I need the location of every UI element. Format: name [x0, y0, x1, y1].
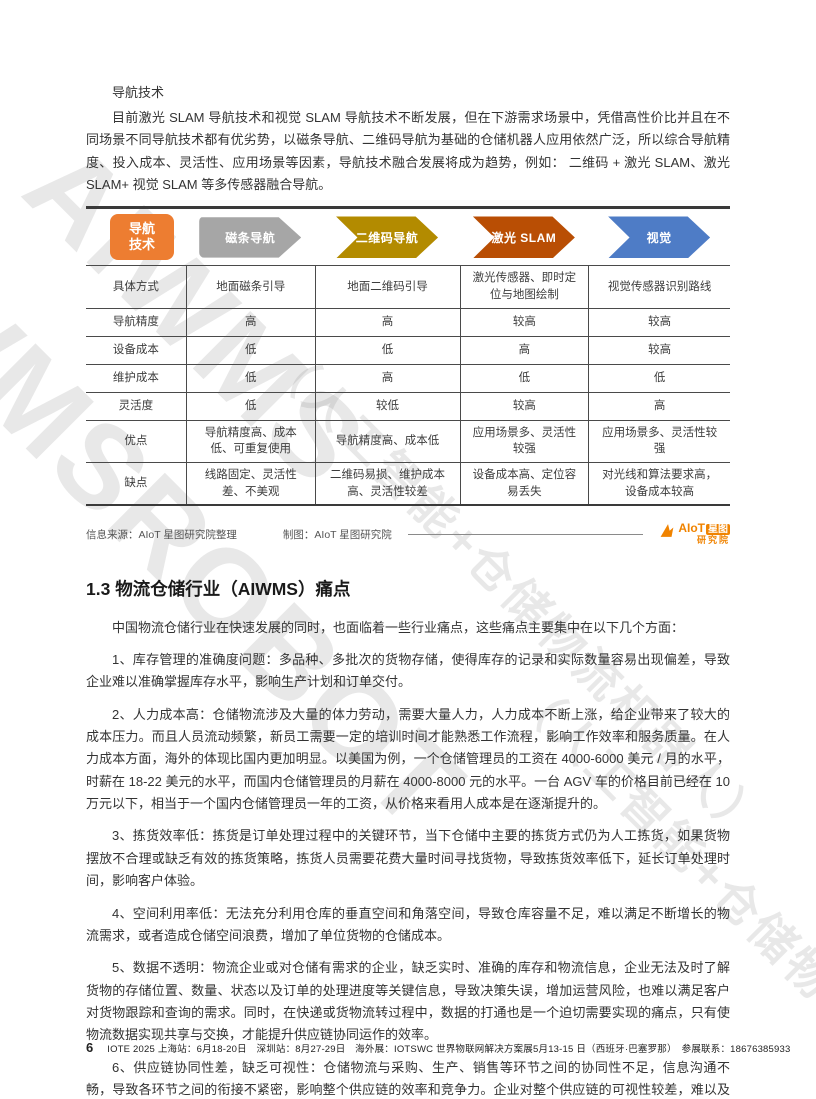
table-row: 缺点 线路固定、灵活性差、不美观 二维码易损、维护成本高、灵活性较差 设备成本高… — [86, 462, 730, 505]
source-row: 信息来源：AIoT 星图研究院整理 制图：AIoT 星图研究院 AIoT 星图 … — [86, 522, 730, 545]
row-label: 设备成本 — [112, 343, 159, 356]
table-cell: 导航精度高、成本低 — [314, 420, 460, 463]
table-row: 灵活度 低 较低 较高 高 — [86, 391, 730, 420]
section-heading-1-3: 1.3 物流仓储行业（AIWMS）痛点 — [86, 578, 351, 599]
table-body: 具体方式 地面磁条引导 地面二维码引导 激光传感器、即时定位与地图绘制 视觉传感… — [86, 265, 730, 505]
column-label: 视觉 — [646, 230, 672, 245]
table-row: 设备成本 低 低 高 较高 — [86, 335, 730, 364]
aiot-research-logo: AIoT 星图 研究院 — [659, 522, 730, 545]
table-cell: 导航精度高、成本低、可重复使用 — [185, 420, 315, 463]
table-cell: 线路固定、灵活性差、不美观 — [185, 463, 315, 505]
nav-tech-label: 导航技术 — [112, 85, 165, 100]
row-label: 灵活度 — [118, 399, 154, 412]
row-label: 优点 — [124, 435, 148, 448]
table-cell: 较低 — [314, 392, 460, 420]
column-label: 磁条导航 — [225, 230, 276, 245]
table-row: 具体方式 地面磁条引导 地面二维码引导 激光传感器、即时定位与地图绘制 视觉传感… — [86, 266, 730, 308]
corner-label-line1: 导航 — [128, 220, 155, 236]
table-cell: 二维码易损、维护成本高、灵活性较差 — [314, 463, 460, 505]
table-cell: 低 — [185, 336, 315, 364]
row-label: 具体方式 — [112, 280, 159, 293]
table-cell: 高 — [588, 392, 730, 420]
logo-mountain-icon — [660, 524, 674, 538]
table-cell: 低 — [185, 392, 315, 420]
paragraph-pain-point-1: 1、库存管理的准确度问题：多品种、多批次的货物存储，使得库存的记录和实际数量容易… — [86, 651, 730, 690]
column-arrow-laser-slam: 激光 SLAM — [472, 216, 575, 259]
paragraph-pain-point-6: 6、供应链协同性差，缺乏可视性：仓储物流与采购、生产、销售等环节之间的协同性不足… — [86, 1059, 730, 1098]
table-row: 导航精度 高 高 较高 较高 — [86, 307, 730, 336]
table-cell: 低 — [185, 364, 315, 392]
footer-event-info: IOTE 2025 上海站：6月18-20日 深圳站：8月27-29日 海外展：… — [107, 1044, 791, 1055]
paragraph-pain-point-3: 3、拣货效率低：拣货是订单处理过程中的关键环节，当下仓储中主要的拣货方式仍为人工… — [86, 828, 730, 889]
paragraph-overview: 中国物流仓储行业在快速发展的同时，也面临着一些行业痛点，这些痛点主要集中在以下几… — [112, 619, 685, 635]
table-cell: 设备成本高、定位容易丢失 — [459, 463, 589, 505]
logo-brand-prefix: AIoT — [678, 521, 705, 536]
column-arrow-qrcode: 二维码导航 — [336, 216, 439, 259]
table-cell: 高 — [314, 364, 460, 392]
page-footer: 6 IOTE 2025 上海站：6月18-20日 深圳站：8月27-29日 海外… — [86, 1040, 790, 1055]
corner-label-chip: 导航 技术 — [110, 214, 174, 261]
table-cell: 低 — [588, 364, 730, 392]
column-arrow-magnetic: 磁条导航 — [199, 217, 302, 258]
table-cell: 应用场景多、灵活性较强 — [459, 420, 589, 463]
table-cell: 低 — [314, 336, 460, 364]
table-row: 维护成本 低 高 低 低 — [86, 363, 730, 392]
page-number: 6 — [86, 1040, 94, 1055]
table-cell: 较高 — [588, 336, 730, 364]
corner-label-line2: 技术 — [128, 237, 155, 253]
table-cell: 激光传感器、即时定位与地图绘制 — [459, 266, 589, 308]
table-cell: 视觉传感器识别路线 — [588, 266, 730, 308]
column-label: 二维码导航 — [355, 230, 419, 245]
source-text-left: 信息来源：AIoT 星图研究院整理 — [86, 528, 237, 541]
logo-brand-suffix: 星图 — [706, 523, 730, 535]
table-cell: 应用场景多、灵活性较强 — [588, 420, 730, 463]
table-row: 优点 导航精度高、成本低、可重复使用 导航精度高、成本低 应用场景多、灵活性较强… — [86, 419, 730, 463]
column-label: 激光 SLAM — [491, 230, 557, 245]
logo-subtitle: 研究院 — [696, 534, 730, 545]
table-header-row: 导航 技术 磁条导航 二维码导航 激光 SLAM 视觉 — [86, 209, 730, 265]
row-label: 缺点 — [124, 477, 148, 490]
paragraph-pain-point-2: 2、人力成本高：仓储物流涉及大量的体力劳动，需要大量人力，人力成本不断上涨，给企… — [86, 706, 730, 812]
column-arrow-vision: 视觉 — [608, 216, 711, 259]
paragraph-pain-point-5: 5、数据不透明：物流企业或对仓储有需求的企业，缺乏实时、准确的库存和物流信息，企… — [86, 960, 730, 1043]
table-cell: 较高 — [459, 392, 589, 420]
table-cell: 低 — [459, 364, 589, 392]
table-cell: 地面磁条引导 — [185, 266, 315, 308]
table-cell: 对光线和算法要求高，设备成本较高 — [588, 463, 730, 505]
navigation-comparison-table: 导航 技术 磁条导航 二维码导航 激光 SLAM 视觉 具体方式 地面磁条引导 — [86, 206, 730, 507]
paragraph-pain-point-4: 4、空间利用率低：无法充分利用仓库的垂直空间和角落空间，导致仓库容量不足，难以满… — [86, 905, 730, 943]
table-cell: 较高 — [459, 308, 589, 336]
intro-paragraph: 目前激光 SLAM 导航技术和视觉 SLAM 导航技术不断发展，但在下游需求场景… — [86, 110, 730, 193]
row-label: 维护成本 — [112, 371, 159, 384]
source-text-right: 制图：AIoT 星图研究院 — [282, 528, 392, 541]
source-divider-line — [407, 533, 644, 535]
table-cell: 高 — [314, 308, 460, 336]
table-cell: 较高 — [588, 308, 730, 336]
table-cell: 地面二维码引导 — [314, 266, 460, 308]
row-label: 导航精度 — [112, 315, 159, 328]
table-cell: 高 — [459, 336, 589, 364]
table-cell: 高 — [185, 308, 315, 336]
